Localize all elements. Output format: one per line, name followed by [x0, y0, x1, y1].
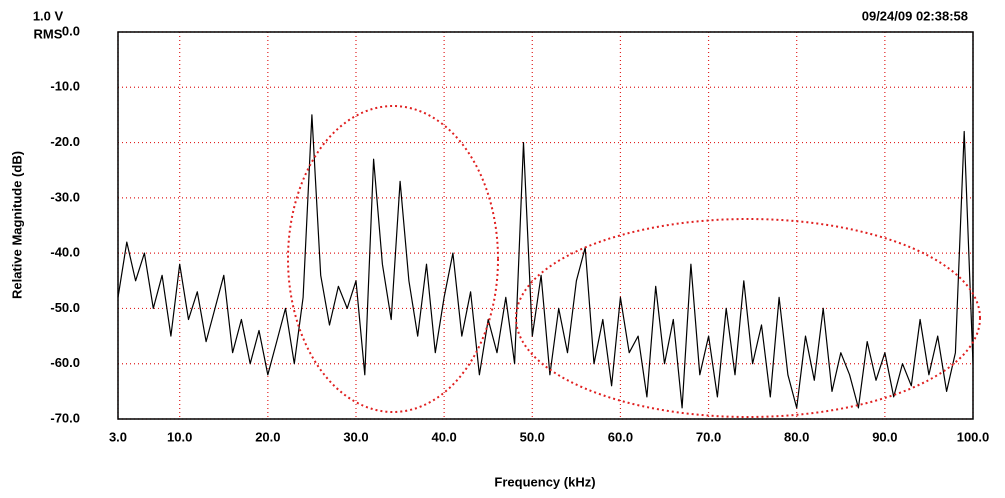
- y-tick-label: -70.0: [50, 410, 80, 425]
- y-tick-label: -30.0: [50, 189, 80, 204]
- timestamp: 09/24/09 02:38:58: [862, 8, 968, 23]
- x-tick-label: 80.0: [784, 429, 809, 444]
- y-tick-label: -20.0: [50, 134, 80, 149]
- x-tick-label: 20.0: [255, 429, 280, 444]
- plot-frame: [117, 31, 974, 420]
- x-axis-label: Frequency (kHz): [494, 474, 595, 489]
- y-tick-label: -10.0: [50, 79, 80, 94]
- x-tick-label: 70.0: [696, 429, 721, 444]
- highlight-ellipse: [515, 218, 981, 418]
- plot: [117, 114, 974, 409]
- y-axis-label: Relative Magnitude (dB): [9, 151, 24, 299]
- x-tick-label: 50.0: [520, 429, 545, 444]
- highlight-ellipse: [287, 105, 499, 413]
- x-tick-label: 90.0: [872, 429, 897, 444]
- x-tick-label: 60.0: [608, 429, 633, 444]
- y-tick-label: 0.0: [62, 23, 80, 38]
- unit-sub-label: RMS: [34, 26, 63, 41]
- unit-label: 1.0 V: [33, 8, 64, 23]
- x-tick-label: 10.0: [167, 429, 192, 444]
- x-tick-label: 100.0: [957, 429, 990, 444]
- y-tick-label: -40.0: [50, 245, 80, 260]
- x-tick-label: 3.0: [109, 429, 127, 444]
- spectrum-line: [117, 114, 974, 409]
- x-tick-label: 40.0: [431, 429, 456, 444]
- x-tick-label: 30.0: [343, 429, 368, 444]
- y-tick-label: -60.0: [50, 355, 80, 370]
- y-tick-label: -50.0: [50, 300, 80, 315]
